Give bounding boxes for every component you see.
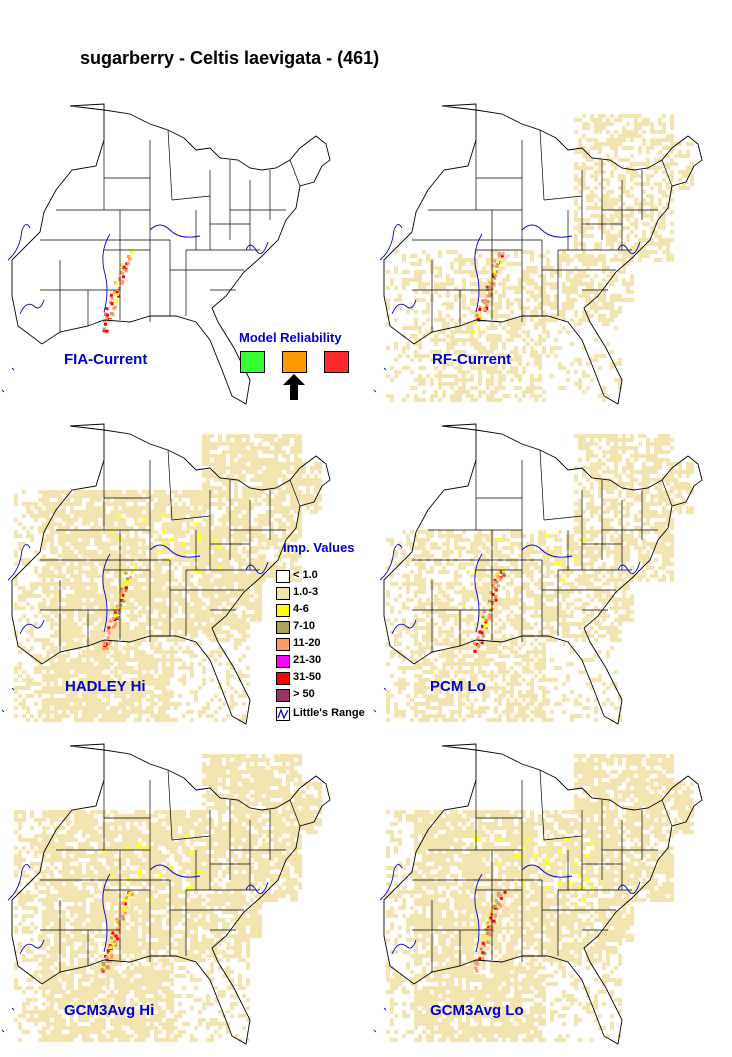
legend-range-label: Little's Range xyxy=(293,707,365,719)
legend-swatch xyxy=(276,638,290,651)
legend-label: 31-50 xyxy=(293,671,322,683)
map-graphic xyxy=(373,743,703,1045)
legend-item: 4-6 xyxy=(276,602,396,618)
legend-label: 21-30 xyxy=(293,654,322,666)
map-graphic xyxy=(373,423,703,725)
distribution-cells xyxy=(14,434,322,722)
map-label: PCM Lo xyxy=(430,678,486,695)
legend-label: 4-6 xyxy=(293,603,309,615)
map-gcm3avg-lo: GCM3Avg Lo xyxy=(372,740,712,1050)
state-boundaries xyxy=(383,103,703,405)
legend-label: > 50 xyxy=(293,688,315,700)
littles-range-lines xyxy=(1,864,269,1033)
legend-item: 31-50 xyxy=(276,670,396,686)
legend-label: 11-20 xyxy=(293,637,321,649)
legend-item: 7-10 xyxy=(276,619,396,635)
legend-swatch xyxy=(276,621,290,634)
legend-label: 7-10 xyxy=(293,620,316,632)
state-boundaries xyxy=(383,423,703,725)
legend-swatch xyxy=(276,604,290,617)
reliability-green-box xyxy=(240,351,265,373)
legend-item: 11-20 xyxy=(276,636,396,652)
map-graphic xyxy=(1,103,331,405)
map-graphic xyxy=(1,743,331,1045)
state-boundaries xyxy=(11,423,331,725)
page-title: sugarberry - Celtis laevigata - (461) xyxy=(80,48,380,68)
state-boundaries xyxy=(11,743,331,1045)
legend-swatch xyxy=(276,587,290,600)
reliability-title: Model Reliability xyxy=(239,330,342,345)
legend-swatch xyxy=(276,672,290,685)
map-label: RF-Current xyxy=(432,351,512,368)
legend-item: 21-30 xyxy=(276,653,396,669)
legend-swatch xyxy=(276,655,290,668)
reliability-red-box xyxy=(324,351,349,373)
legend-range-item: Little's Range xyxy=(276,706,396,722)
legend-label: 1.0-3 xyxy=(293,586,319,598)
map-graphic xyxy=(373,103,703,405)
range-line-icon xyxy=(276,707,290,721)
legend-title: Imp. Values xyxy=(283,540,355,555)
legend-swatch xyxy=(276,570,290,583)
littles-range-lines xyxy=(373,544,641,713)
map-rf-current: RF-Current xyxy=(372,100,712,410)
legend-swatch xyxy=(276,689,290,702)
map-label: HADLEY Hi xyxy=(65,678,146,695)
distribution-cells xyxy=(14,754,322,1042)
map-label: FIA-Current xyxy=(64,351,148,368)
legend-item: 1.0-3 xyxy=(276,585,396,601)
littles-range-lines xyxy=(1,224,269,393)
map-hadley-hi: HADLEY Hi xyxy=(0,420,340,730)
legend-item: < 1.0 xyxy=(276,568,396,584)
legend-label: < 1.0 xyxy=(293,569,318,581)
arrow-up-icon xyxy=(283,374,305,400)
state-boundaries xyxy=(11,103,331,405)
map-fia-current: FIA-Current xyxy=(0,100,340,410)
distribution-cells xyxy=(386,754,694,1042)
distribution-cells xyxy=(386,114,694,402)
legend: Imp. Values < 1.0 1.0-3 4-6 7-10 11-20 2… xyxy=(276,540,396,730)
littles-range-lines xyxy=(373,224,641,393)
map-gcm3avg-hi: GCM3Avg Hi xyxy=(0,740,340,1050)
model-reliability: Model Reliability xyxy=(236,330,366,400)
distribution-cells xyxy=(102,250,133,333)
legend-item: > 50 xyxy=(276,687,396,703)
map-graphic xyxy=(1,423,331,725)
littles-range-lines xyxy=(1,544,269,713)
littles-range-lines xyxy=(373,864,641,1033)
map-label: GCM3Avg Hi xyxy=(64,1002,155,1019)
map-label: GCM3Avg Lo xyxy=(430,1002,524,1019)
state-boundaries xyxy=(383,743,703,1045)
reliability-orange-box xyxy=(282,351,307,373)
map-pcm-lo: PCM Lo xyxy=(372,420,712,730)
